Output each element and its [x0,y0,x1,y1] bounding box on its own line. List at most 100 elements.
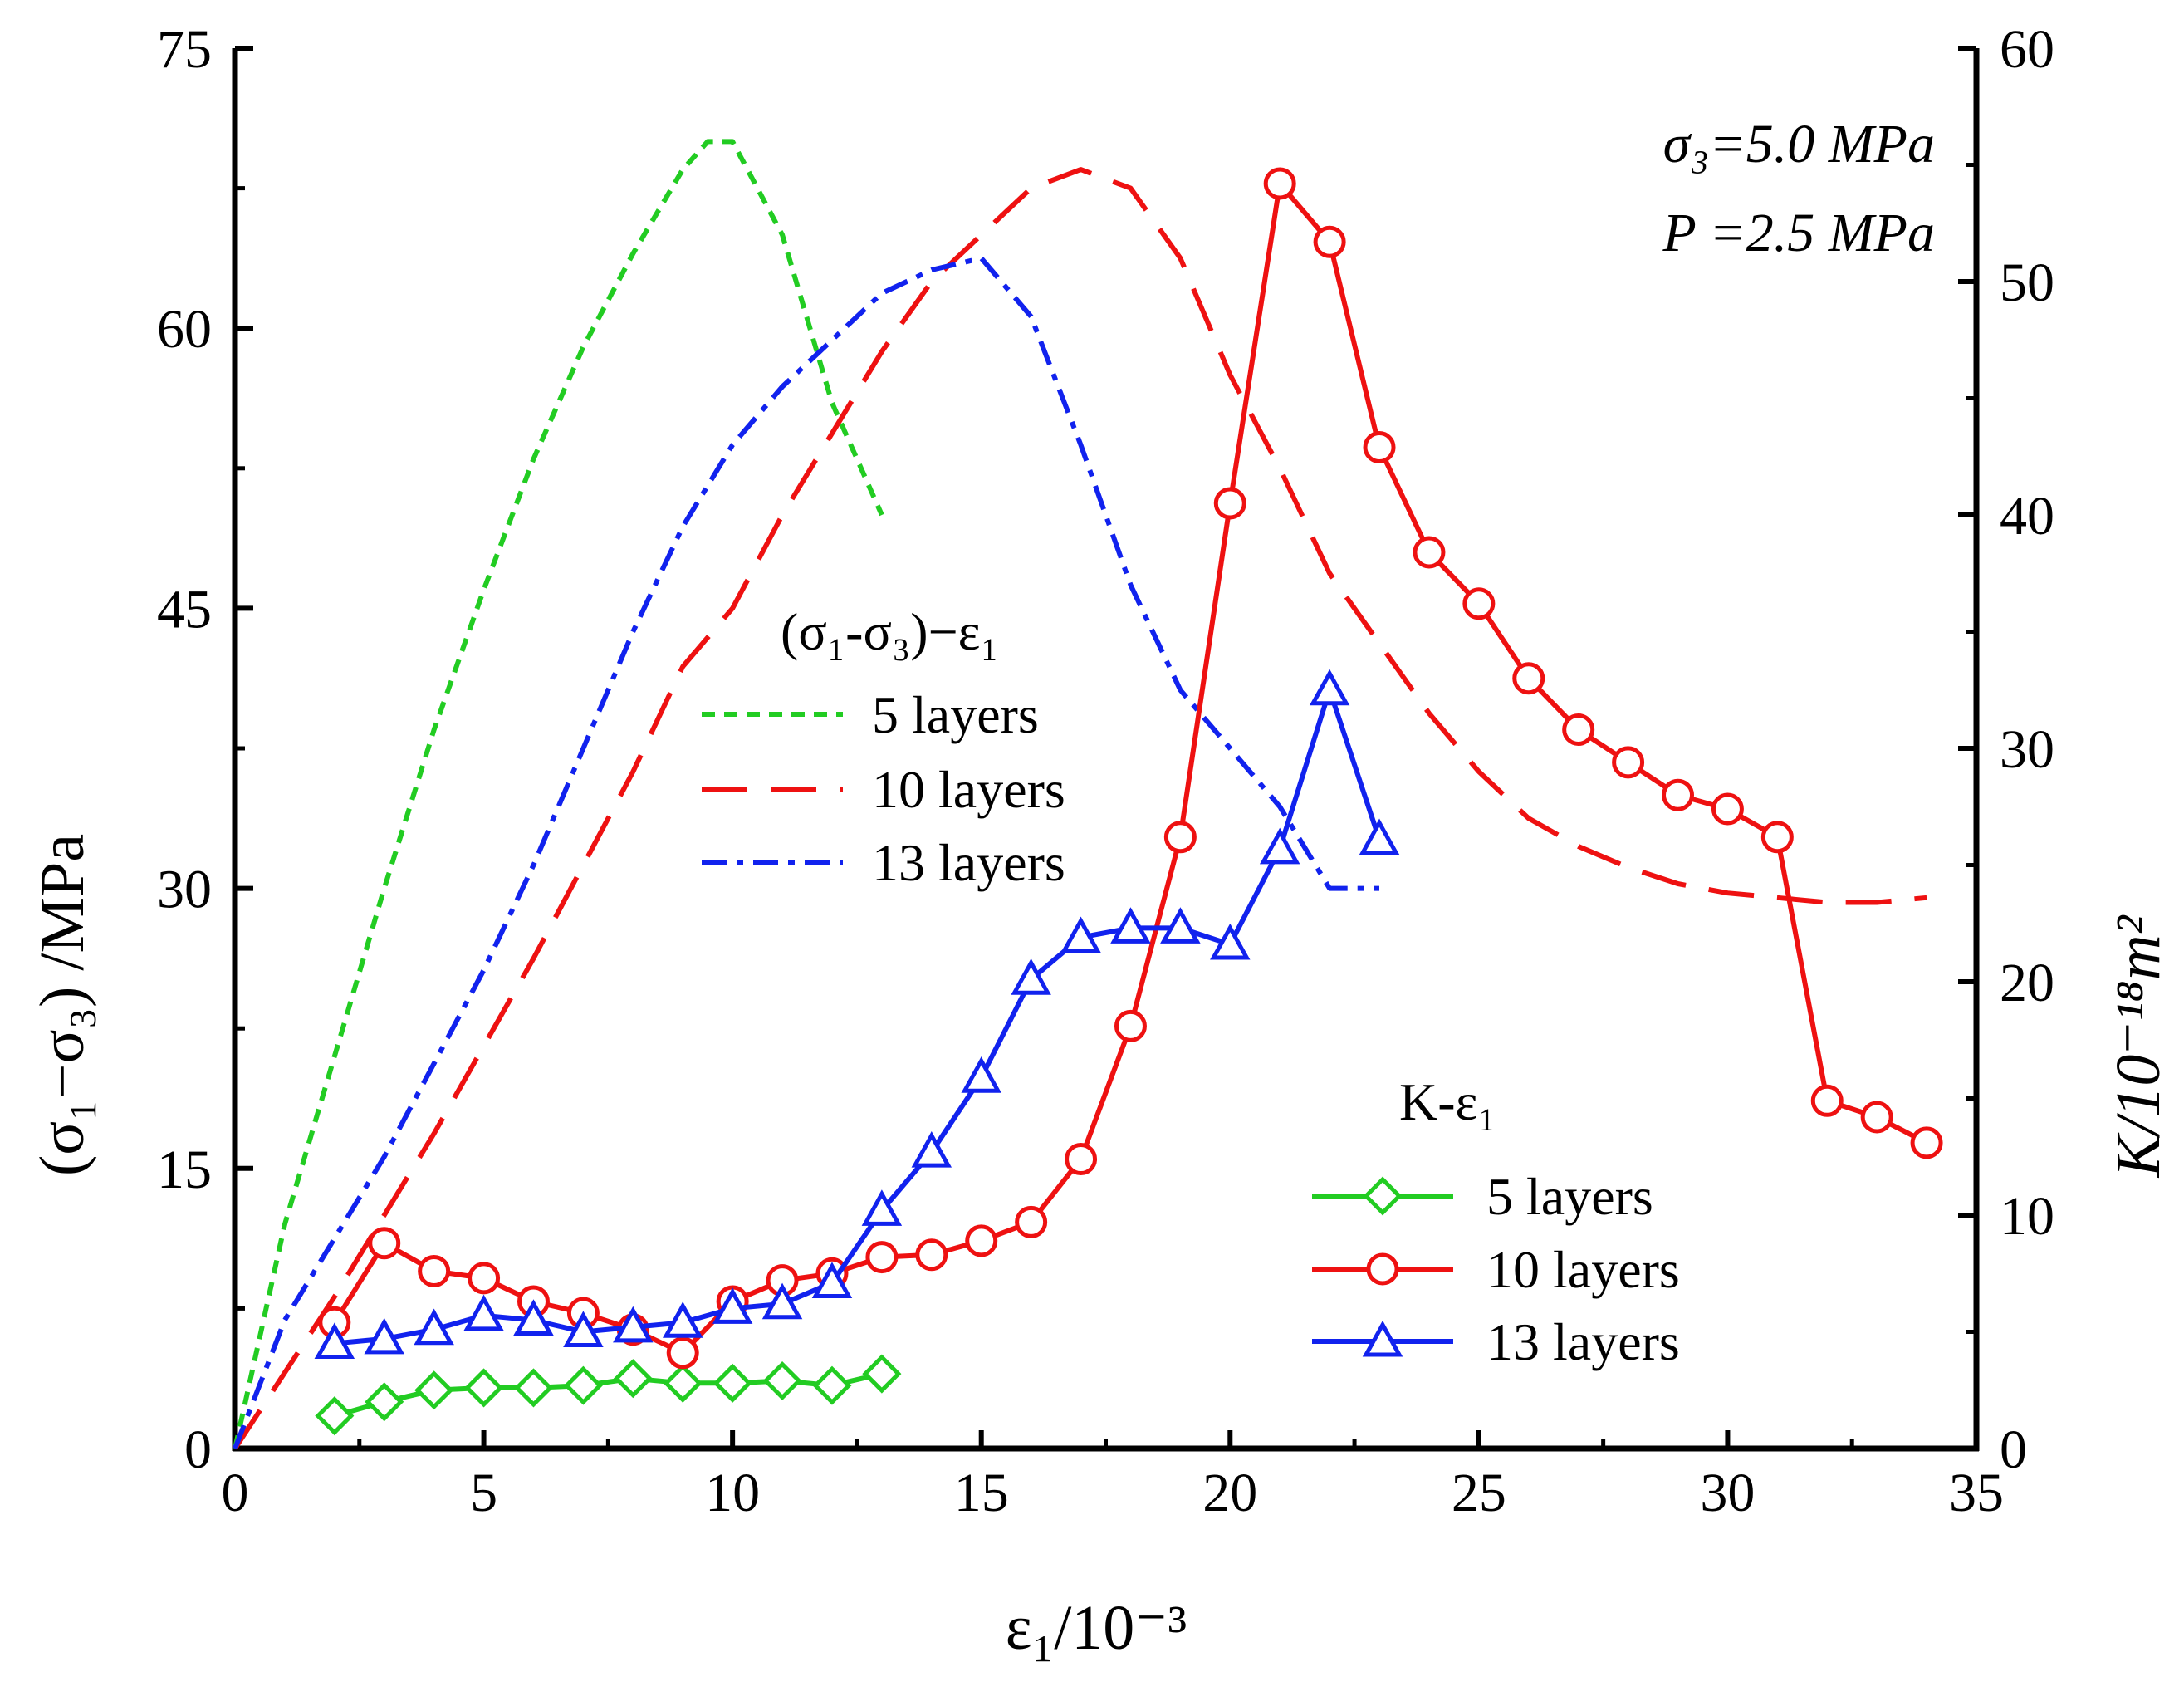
perm-point-10-layers [1163,821,1197,854]
y-right-axis-title: K/10⁻¹⁸m² [2103,914,2173,1178]
perm-point-13-layers [563,1311,604,1347]
perm-point-13-layers [1259,827,1300,865]
perm-point-5-layers [712,1363,752,1403]
legend-perm-title: K-ε₁ [1399,1072,1496,1131]
perm-point-10-layers [915,1238,948,1272]
legend-perm-10-marker-shape [1366,1252,1399,1286]
perm-point-10-layers [965,1224,998,1257]
perm-point-13-layers [513,1299,554,1336]
perm-point-10-layers [1711,792,1744,826]
perm-point-5-layers [862,1354,902,1394]
perm-point-10-layers [468,1262,501,1295]
perm-point-13-layers [1210,923,1251,960]
perm-point-10-layers [1114,1009,1147,1042]
x-tick-label: 15 [954,1463,1009,1523]
y-right-tick-label: 40 [2000,486,2054,547]
legend-stress: (σ₁-σ₃)−ε₁ 5 layers 10 layers 13 layers [702,602,1065,892]
sigma3-annotation: σ₃=5.0 MPa [1663,114,1935,174]
perm-point-5-layers [812,1365,852,1405]
x-tick-label: 20 [1202,1463,1257,1523]
perm-point-13-layers [463,1294,504,1331]
perm-point-5-layers [464,1368,504,1408]
y-right-tick-label: 60 [2000,19,2054,80]
perm-point-5-layers [315,1396,355,1436]
perm-point-10-layers [1462,587,1496,620]
perm-point-10-layers [1313,225,1346,258]
perm-point-13-layers [911,1130,952,1168]
y-left-tick-label: 15 [157,1140,212,1200]
x-tick-label: 10 [705,1463,760,1523]
y-right-tick-label: 10 [2000,1186,2054,1247]
perm-point-10-layers [1512,662,1545,695]
y-left-tick-label: 45 [157,579,212,640]
perm-point-13-layers [1060,916,1101,953]
y-left-axis-title: (σ₁−σ₃) /MPa [27,834,97,1176]
perm-point-13-layers [662,1301,703,1338]
x-tick-label: 25 [1452,1463,1506,1523]
pressure-annotation: P =2.5 MPa [1662,203,1935,263]
legend-perm: K-ε₁ 5 layers 10 layers 13 layers [1312,1072,1680,1371]
legend-stress-title: (σ₁-σ₃)−ε₁ [781,602,999,661]
perm-point-13-layers [1110,907,1151,944]
perm-point-13-layers [861,1189,903,1226]
perm-point-13-layers [613,1306,654,1343]
perm-point-13-layers [1309,669,1350,706]
legend-perm-5-marker-shape [1363,1176,1403,1216]
perm-point-5-layers [563,1365,603,1405]
legend-perm-10-label: 10 layers [1486,1240,1680,1299]
legend-perm-13-label: 13 layers [1486,1312,1680,1371]
x-axis-title: ε₁/10⁻³ [1006,1593,1187,1663]
perm-point-13-layers [811,1262,853,1298]
perm-point-10-layers [418,1254,451,1287]
perm-point-13-layers [961,1056,1001,1093]
perm-point-13-layers [314,1322,355,1360]
perm-point-10-layers [1760,821,1794,854]
perm-point-10-layers [1413,536,1446,569]
stress-curve-5-layers [233,139,884,1449]
x-tick-label: 30 [1700,1463,1755,1523]
perm-point-13-layers [364,1317,404,1355]
perm-point-10-layers [1810,1084,1844,1117]
perm-point-13-layers [1011,958,1051,995]
perm-point-10-layers [1562,713,1595,747]
perm-point-10-layers [1860,1101,1893,1134]
legend-perm-13-marker [1362,1320,1403,1357]
perm-curve-13-layers [334,687,1382,1346]
perm-point-5-layers [613,1359,653,1399]
legend-perm-10-marker [1366,1252,1399,1286]
legend-perm-5-marker [1363,1176,1403,1216]
stress-curve-10-layers [233,167,1927,1450]
perm-point-10-layers [1015,1205,1048,1238]
perm-point-10-layers [1363,431,1396,464]
perm-point-5-layers [365,1382,404,1422]
legend-stress-13-label: 13 layers [872,833,1065,892]
legend-stress-10-label: 10 layers [872,760,1065,819]
perm-point-13-layers [414,1308,454,1346]
y-left-tick-label: 30 [157,860,212,920]
perm-point-5-layers [513,1368,554,1408]
perm-point-13-layers [761,1282,803,1320]
y-left-tick-label: 0 [184,1419,212,1480]
y-right-tick-label: 50 [2000,252,2054,313]
legend-stress-5-label: 5 layers [872,685,1039,744]
perm-point-10-layers [1910,1126,1943,1159]
perm-point-5-layers [663,1363,703,1403]
y-left-tick-label: 75 [157,19,212,80]
perm-point-5-layers [414,1370,454,1410]
perm-point-10-layers [1213,487,1246,520]
perm-point-10-layers [666,1336,699,1370]
y-right-tick-label: 20 [2000,953,2054,1013]
perm-point-10-layers [1612,746,1645,779]
x-tick-label: 0 [222,1463,249,1523]
y-left-tick-label: 60 [157,299,212,360]
perm-point-10-layers [368,1227,401,1260]
perm-point-10-layers [865,1241,899,1274]
x-tick-label: 5 [470,1463,497,1523]
perm-point-13-layers [1359,818,1400,855]
stress-curve-13-layers [233,255,1379,1450]
perm-point-10-layers [1263,167,1296,200]
perm-point-13-layers [712,1287,753,1324]
y-right-tick-label: 30 [2000,719,2054,780]
perm-point-13-layers [1160,907,1201,944]
